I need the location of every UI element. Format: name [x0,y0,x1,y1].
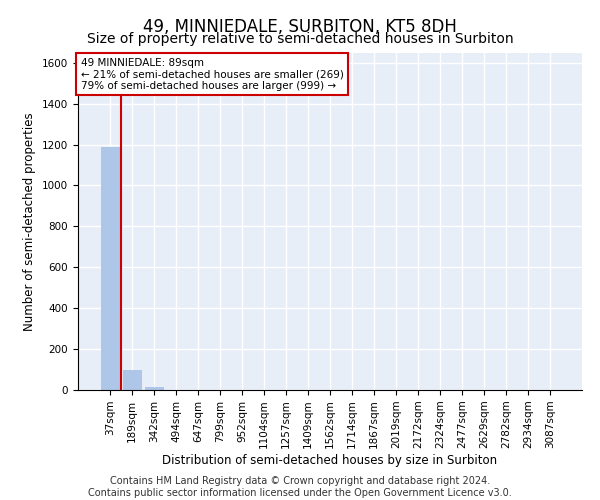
Bar [145,387,164,390]
X-axis label: Distribution of semi-detached houses by size in Surbiton: Distribution of semi-detached houses by … [163,454,497,467]
Text: 49 MINNIEDALE: 89sqm
← 21% of semi-detached houses are smaller (269)
79% of semi: 49 MINNIEDALE: 89sqm ← 21% of semi-detac… [80,58,343,91]
Text: Size of property relative to semi-detached houses in Surbiton: Size of property relative to semi-detach… [86,32,514,46]
Text: Contains HM Land Registry data © Crown copyright and database right 2024.
Contai: Contains HM Land Registry data © Crown c… [88,476,512,498]
Y-axis label: Number of semi-detached properties: Number of semi-detached properties [23,112,37,330]
Bar [101,146,119,390]
Text: 49, MINNIEDALE, SURBITON, KT5 8DH: 49, MINNIEDALE, SURBITON, KT5 8DH [143,18,457,36]
Bar [123,370,142,390]
